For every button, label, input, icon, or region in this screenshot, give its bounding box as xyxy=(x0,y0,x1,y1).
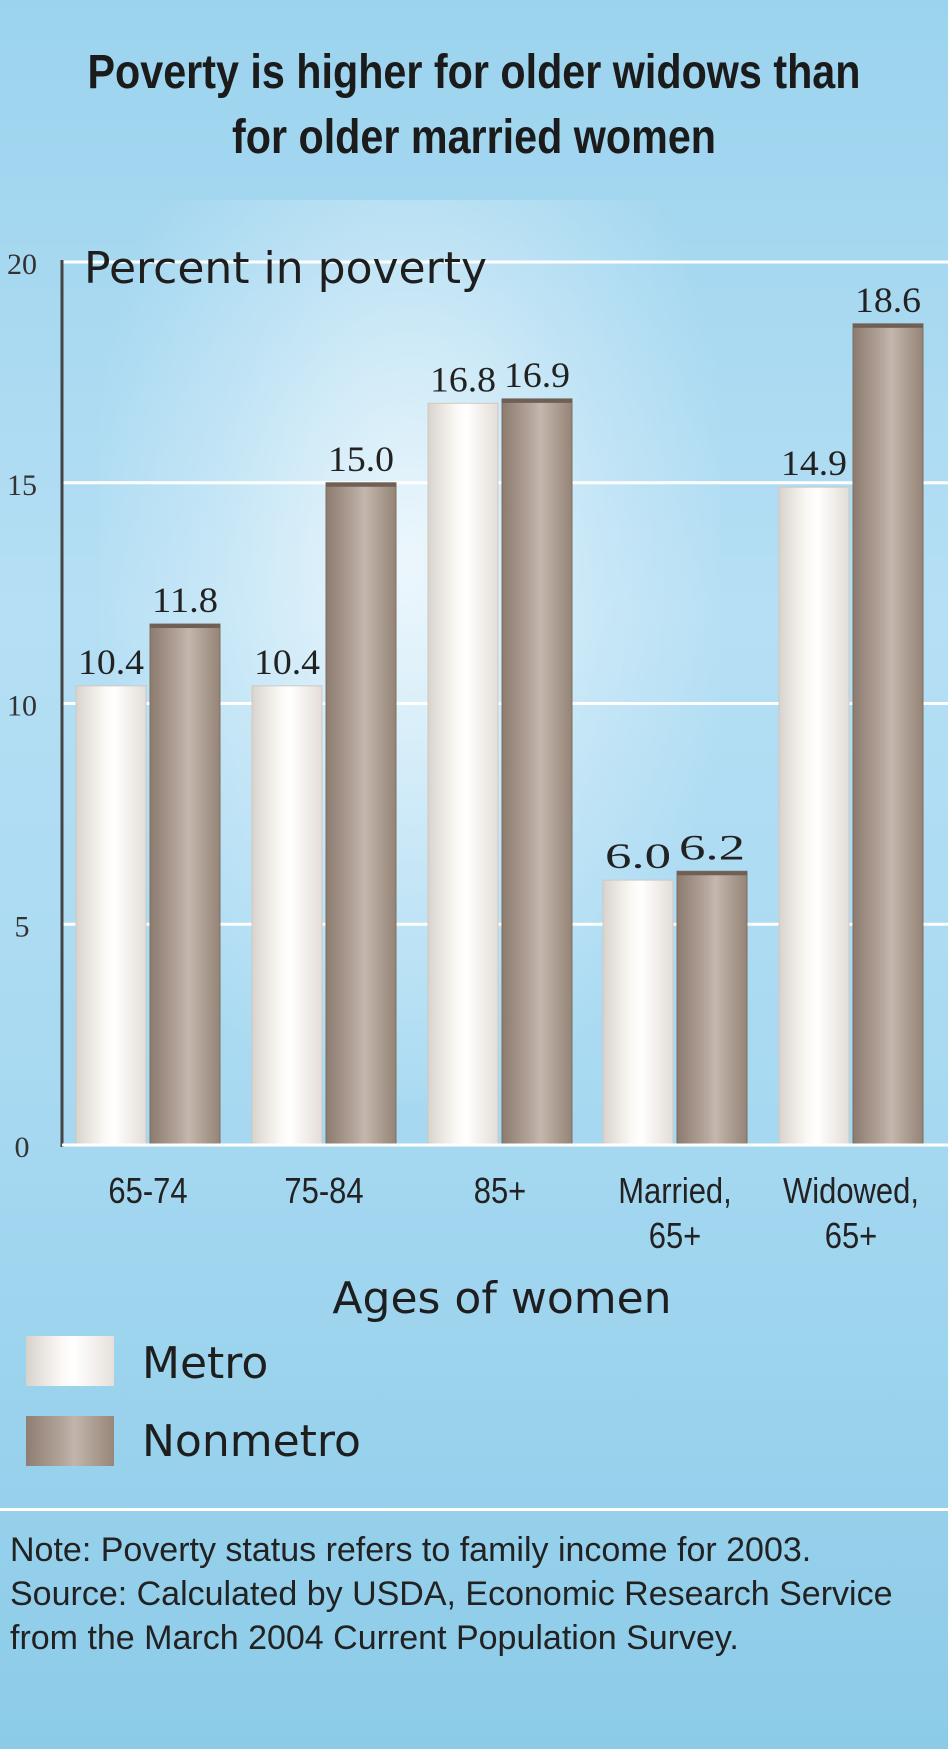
category-label: 85+ xyxy=(474,1172,527,1212)
bar-chart: 10.411.810.415.016.8 16.96.0 6.214.918.6 0… xyxy=(7,243,948,1324)
bar-top-edge xyxy=(677,871,747,876)
bar-nonmetro xyxy=(149,623,221,1146)
category-label: Widowed, xyxy=(783,1172,919,1212)
bar-top-edge xyxy=(150,624,220,629)
source-note: Note: Poverty status refers to family in… xyxy=(10,1531,893,1657)
bar-metro xyxy=(427,402,499,1146)
category-label: 65+ xyxy=(649,1217,702,1257)
category-label: Married, xyxy=(618,1172,732,1212)
bar-metro xyxy=(75,685,147,1146)
value-labels: 10.411.810.415.016.8 16.96.0 6.214.918.6 xyxy=(78,280,921,876)
data-label: 11.8 xyxy=(152,580,218,620)
bar-metro xyxy=(602,879,674,1146)
category-label: 75-84 xyxy=(284,1172,363,1212)
category-label: 65+ xyxy=(825,1217,878,1257)
bars xyxy=(75,323,924,1146)
data-label: 14.9 xyxy=(781,443,847,483)
bar-nonmetro xyxy=(676,870,748,1146)
data-label: 18.6 xyxy=(855,280,921,320)
legend-swatch-nonmetro xyxy=(26,1416,114,1466)
y-tick-label: 10 xyxy=(7,690,37,723)
legend-label-metro: Metro xyxy=(142,1338,269,1389)
data-label: 6.0 xyxy=(605,836,671,876)
data-label: 6.2 xyxy=(679,827,745,867)
legend-swatch-metro xyxy=(26,1336,114,1386)
y-tick-label: 15 xyxy=(7,469,37,502)
chart-title: Poverty is higher for older widows than … xyxy=(87,46,861,165)
bar-top-edge xyxy=(326,482,396,487)
y-tick-label: 0 xyxy=(15,1131,30,1164)
x-axis-categories: 65-74 75-84 85+ Married, 65+ Widowed, 65+ xyxy=(108,1172,919,1257)
data-label: 15.0 xyxy=(328,439,394,479)
bar-top-edge xyxy=(502,398,572,403)
bar-metro xyxy=(251,685,323,1146)
legend-label-nonmetro: Nonmetro xyxy=(142,1416,361,1467)
bar-nonmetro xyxy=(501,398,573,1146)
y-tick-label: 20 xyxy=(7,248,37,281)
data-label: 16.9 xyxy=(504,355,570,395)
x-axis-label: Ages of women xyxy=(332,1273,671,1324)
bar-metro xyxy=(778,486,850,1146)
data-label: 16.8 xyxy=(430,359,496,399)
note-divider xyxy=(0,1508,948,1511)
data-label: 10.4 xyxy=(254,642,320,682)
bar-nonmetro xyxy=(325,482,397,1146)
y-axis: 0 5 10 15 20 xyxy=(7,248,948,1164)
data-label: 10.4 xyxy=(78,642,144,682)
bar-top-edge xyxy=(853,323,923,328)
y-tick-label: 5 xyxy=(15,910,30,943)
bar-nonmetro xyxy=(852,323,924,1146)
y-axis-label: Percent in poverty xyxy=(84,243,487,294)
category-label: 65-74 xyxy=(108,1172,187,1212)
